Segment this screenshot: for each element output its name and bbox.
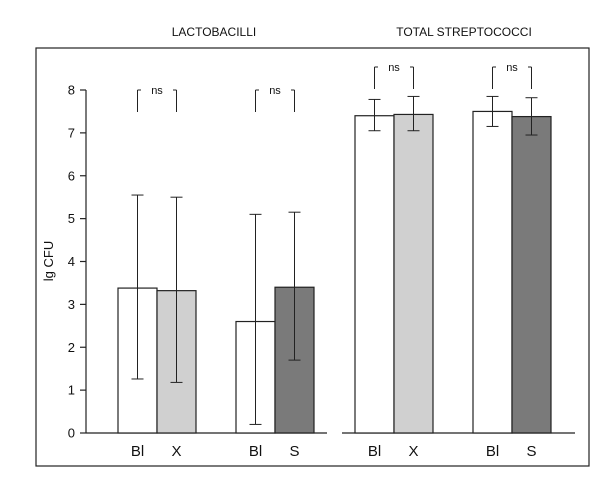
x-tick-label: Bl: [486, 443, 499, 460]
x-tick-label: X: [408, 443, 418, 460]
significance-label: ns: [151, 85, 163, 97]
y-axis-label: lg CFU: [41, 241, 56, 281]
significance-label: ns: [506, 62, 518, 74]
y-tick-label: 5: [68, 211, 75, 226]
panel-title-lactobacilli: LACTOBACILLI: [172, 25, 256, 39]
panel-title-total-streptococci: TOTAL STREPTOCOCCI: [396, 25, 532, 39]
plot-area: Bl Xns Bl Sns Bl Xns Bl Sns: [117, 62, 552, 460]
bar: [354, 115, 395, 434]
y-tick-label: 6: [68, 168, 75, 183]
x-tick-label: S: [526, 443, 536, 460]
y-tick-label: 1: [68, 383, 75, 398]
x-tick-label: Bl: [249, 443, 262, 460]
y-tick-label: 0: [68, 426, 75, 441]
bar: [472, 110, 513, 434]
y-tick-label: 2: [68, 340, 75, 355]
y-tick-label: 4: [68, 254, 75, 269]
x-tick-label: Bl: [368, 443, 381, 460]
y-tick-label: 3: [68, 297, 75, 312]
figure-frame: [35, 47, 590, 467]
bar: [393, 113, 434, 434]
y-axis-ticks: 0 1 2 3 4 5 6 7 8: [68, 83, 86, 441]
x-tick-label: X: [171, 443, 181, 460]
significance-label: ns: [388, 62, 400, 74]
y-tick-label: 8: [68, 83, 75, 98]
x-tick-label: S: [289, 443, 299, 460]
significance-label: ns: [269, 85, 281, 97]
x-tick-label: Bl: [131, 443, 144, 460]
y-tick-label: 7: [68, 125, 75, 140]
bar: [511, 115, 552, 434]
